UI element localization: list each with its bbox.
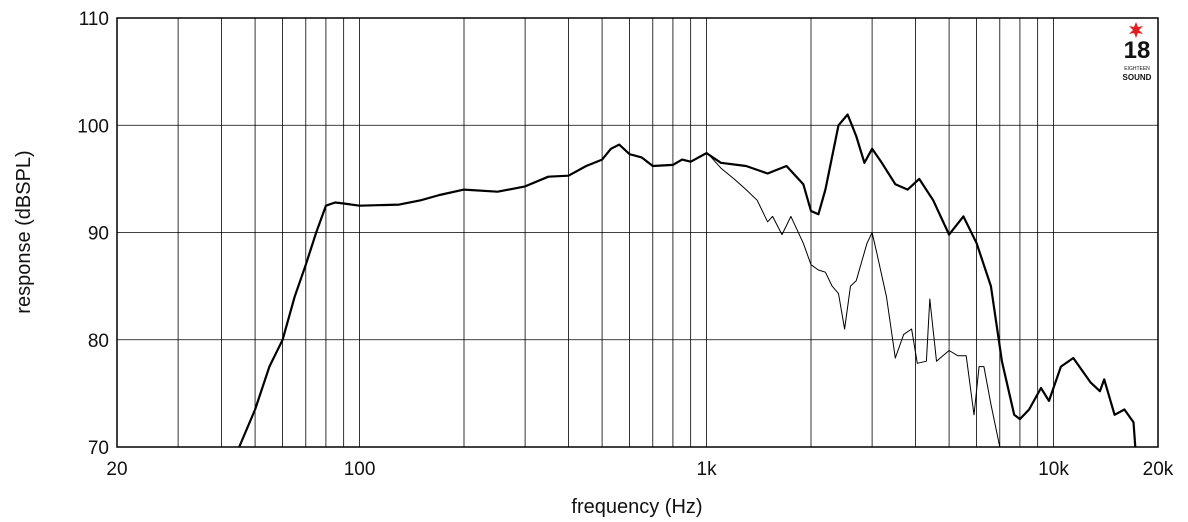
response-line [706,151,1001,448]
x-axis-label: frequency (Hz) [571,496,702,518]
logo-star [1129,22,1143,38]
x-tick-label: 20 [106,459,127,480]
y-tick-label: 90 [88,224,109,245]
x-tick-label: 1k [697,459,718,480]
response-line [238,113,1137,448]
logo-text: EIGHTEEN [1124,66,1150,72]
x-tick-label: 10k [1038,459,1069,480]
logo-text: SOUND [1123,73,1152,82]
logo: 18 EIGHTEEN SOUND [1123,22,1152,82]
y-tick-label: 110 [79,9,109,30]
y-tick-label: 70 [88,438,109,459]
y-axis-label: response (dBSPL) [13,150,35,313]
logo-number: 18 [1124,37,1151,64]
x-tick-label: 20k [1143,459,1174,480]
y-tick-label: 100 [77,116,109,137]
y-tick-label: 80 [88,331,109,352]
x-tick-label: 100 [344,459,376,480]
plot-frame [116,17,1159,448]
